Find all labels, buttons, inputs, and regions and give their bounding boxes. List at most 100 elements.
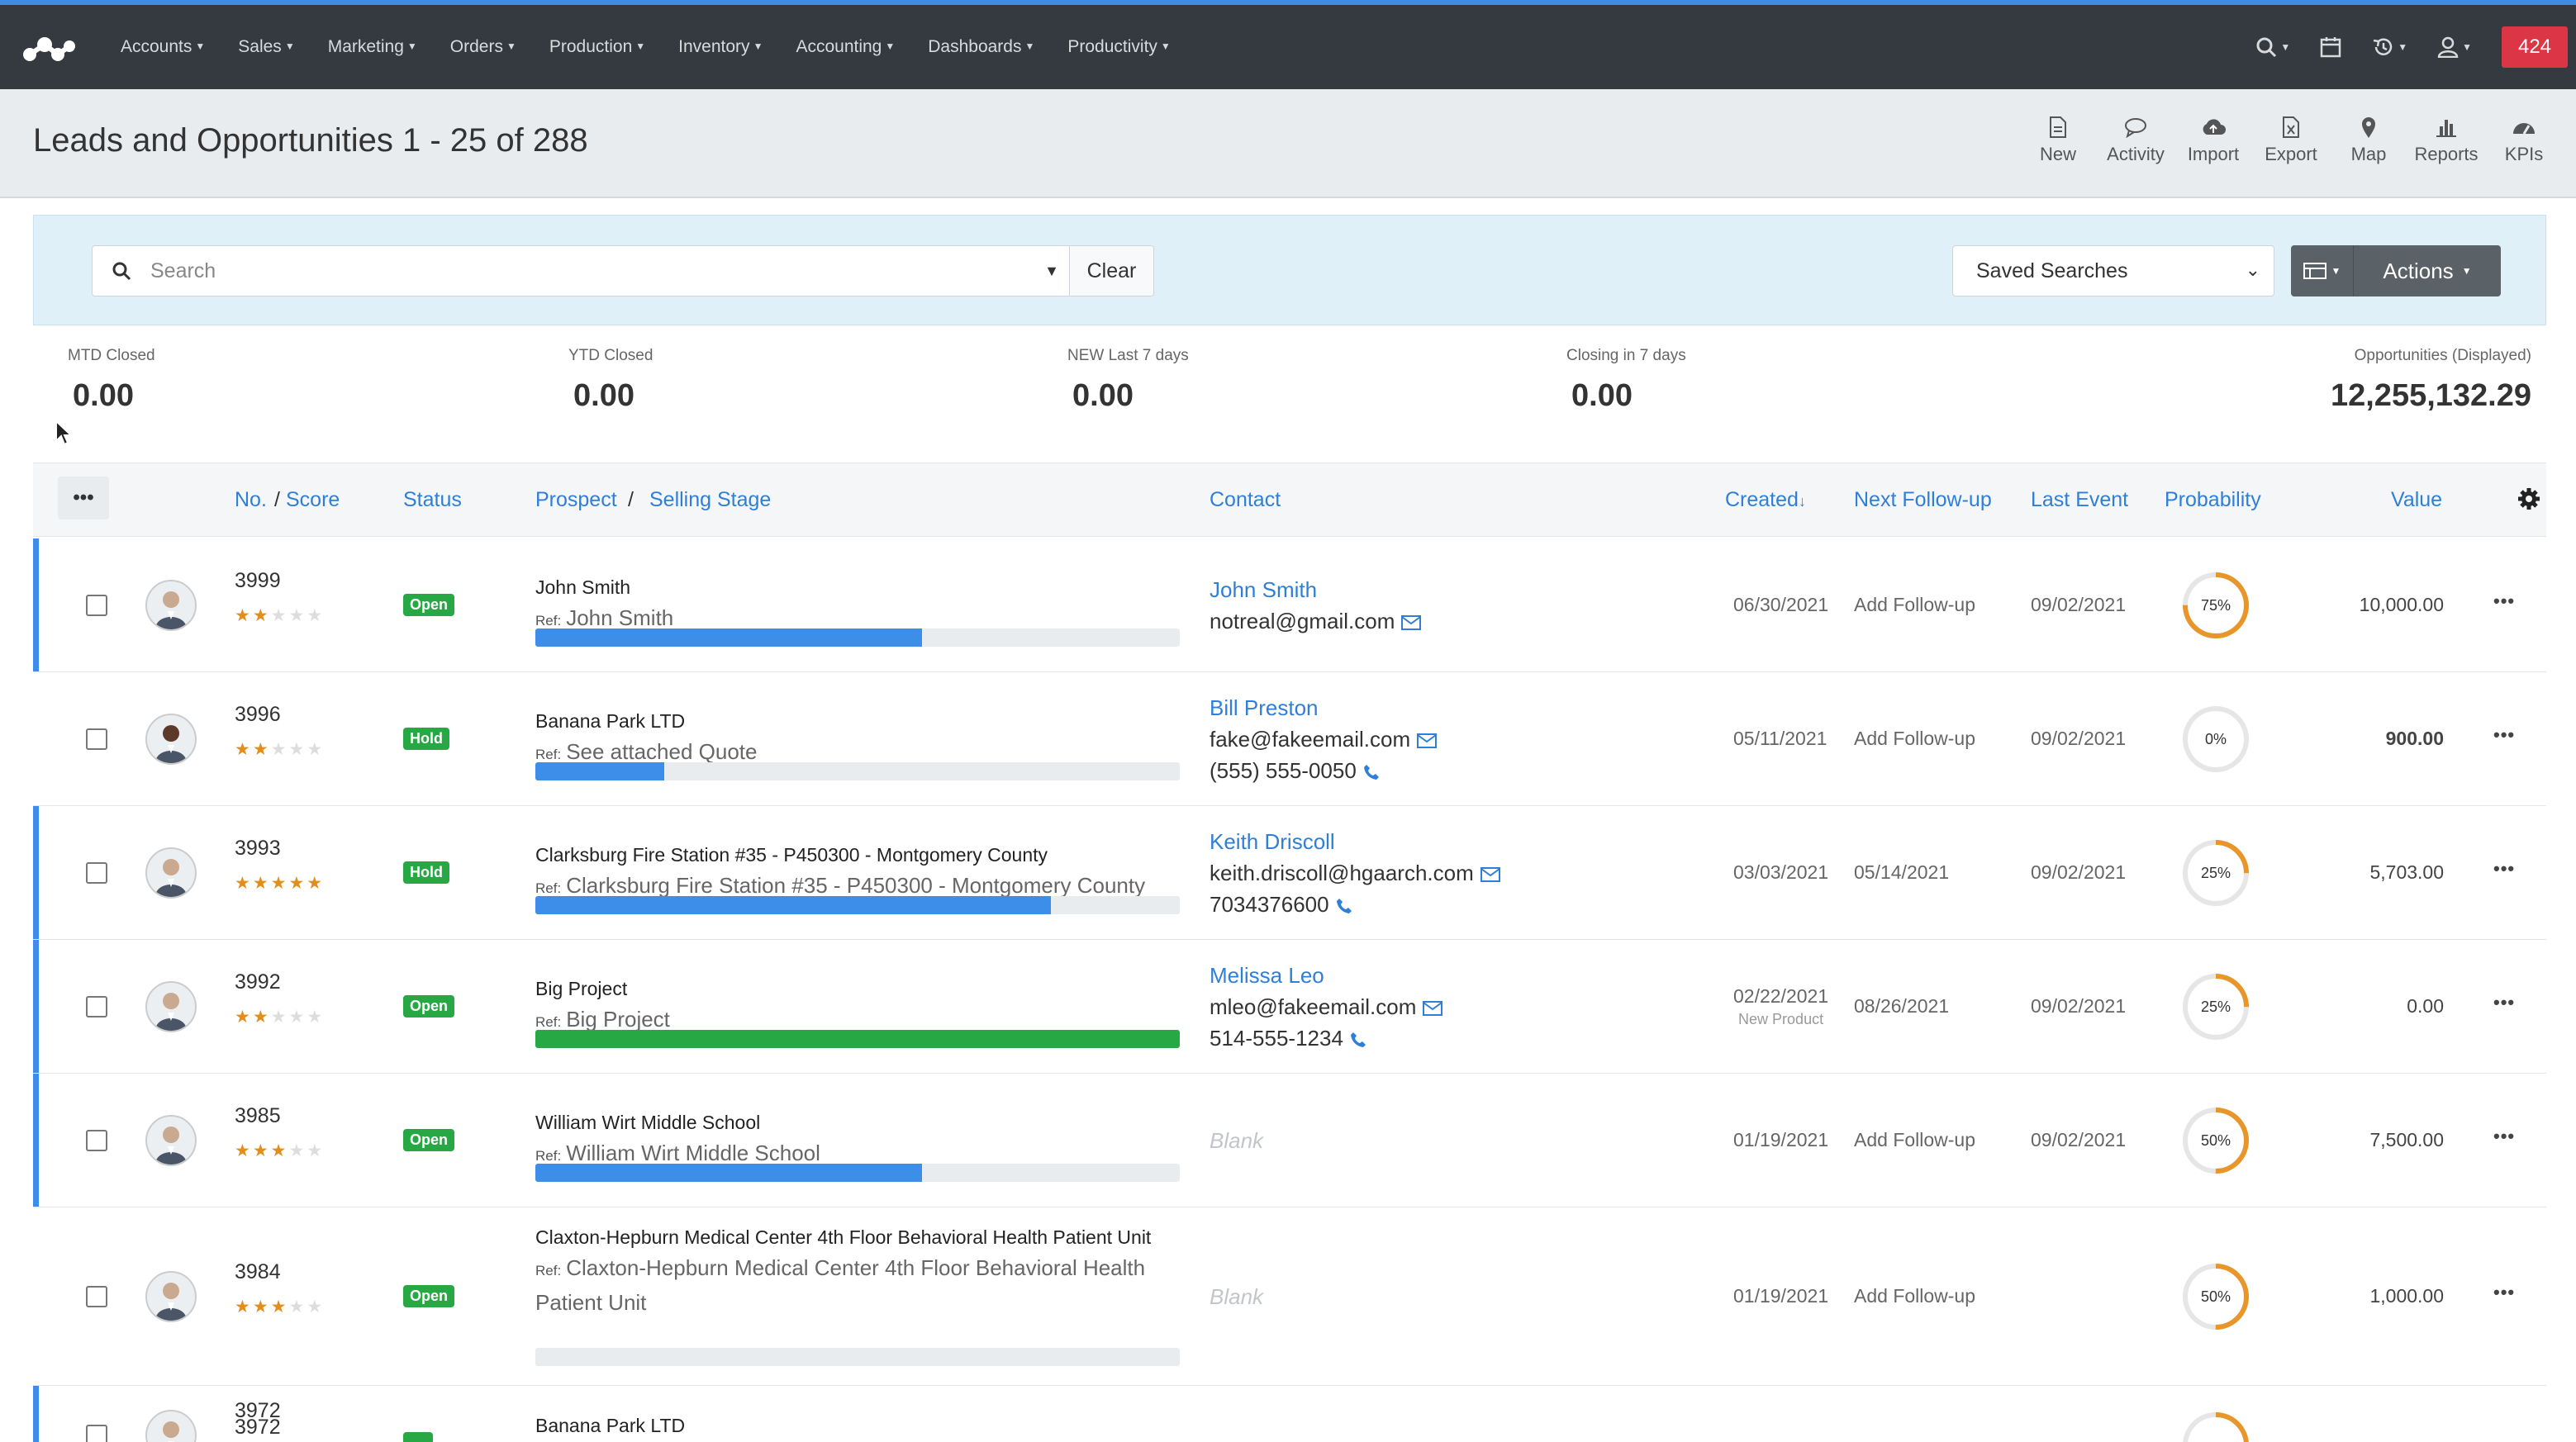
envelope-icon[interactable]: [1423, 1000, 1443, 1017]
nav-item-sales[interactable]: Sales ▼: [238, 37, 294, 57]
next-followup-cell[interactable]: 08/26/2021: [1854, 995, 1950, 1017]
prospect-name[interactable]: Banana Park LTD: [535, 1415, 686, 1436]
table-row[interactable]: 3993 ★★★★★ Hold Clarksburg Fire Station #35…: [33, 806, 2546, 940]
export-button[interactable]: Export: [2252, 111, 2330, 165]
sort-by-number[interactable]: No.: [235, 488, 267, 511]
next-followup-cell[interactable]: Add Follow-up: [1854, 728, 1976, 749]
nav-item-accounting[interactable]: Accounting ▼: [796, 37, 895, 57]
phone-text[interactable]: 7034376600: [1210, 892, 1329, 917]
contact-name[interactable]: John Smith: [1210, 577, 1318, 602]
sort-by-probability[interactable]: Probability: [2165, 488, 2261, 511]
table-row[interactable]: 3999 ★★★★★ Open John Smith Ref: John Smith Joh…: [33, 538, 2546, 672]
table-row[interactable]: 3992 ★★★★★ Open Big Project Ref: Big Project M…: [33, 940, 2546, 1074]
app-logo[interactable]: [21, 30, 76, 66]
prospect-name[interactable]: Clarksburg Fire Station #35 - P450300 - …: [535, 844, 1048, 866]
phone-icon[interactable]: [1350, 1032, 1366, 1048]
contact-name[interactable]: Keith Driscoll: [1210, 829, 1335, 854]
opportunity-number[interactable]: 3996: [235, 703, 281, 726]
row-checkbox[interactable]: [86, 862, 107, 884]
history-button[interactable]: ▼: [2371, 36, 2407, 58]
kpis-button[interactable]: KPIs: [2485, 111, 2563, 165]
prospect-name[interactable]: Big Project: [535, 978, 628, 999]
phone-text[interactable]: (555) 555-0050: [1210, 758, 1357, 783]
nav-item-orders[interactable]: Orders ▼: [450, 37, 516, 57]
sort-by-next-followup[interactable]: Next Follow-up: [1854, 488, 1992, 511]
nav-item-productivity[interactable]: Productivity ▼: [1067, 37, 1170, 57]
row-checkbox[interactable]: [86, 996, 107, 1017]
envelope-icon[interactable]: [1401, 614, 1422, 631]
email-text[interactable]: mleo@fakeemail.com: [1210, 994, 1417, 1019]
contact-name[interactable]: Bill Preston: [1210, 695, 1319, 720]
global-search-button[interactable]: ▼: [2255, 36, 2290, 58]
search-dropdown-toggle[interactable]: ▼: [1034, 246, 1069, 296]
row-actions-menu-icon[interactable]: •••: [2493, 1126, 2516, 1146]
next-followup-cell[interactable]: 05/14/2021: [1854, 861, 1950, 883]
clear-button[interactable]: Clear: [1069, 246, 1153, 296]
contact-name[interactable]: Melissa Leo: [1210, 963, 1324, 988]
notification-count-badge[interactable]: 424: [2502, 26, 2568, 68]
gear-icon[interactable]: [2517, 486, 2541, 511]
email-text[interactable]: notreal@gmail.com: [1210, 609, 1395, 633]
bulk-menu-button[interactable]: •••: [58, 477, 109, 519]
row-actions-menu-icon[interactable]: •••: [2493, 1282, 2516, 1302]
opportunity-number[interactable]: 3972: [235, 1399, 281, 1422]
new-button[interactable]: New: [2019, 111, 2097, 165]
row-actions-menu-icon[interactable]: •••: [2493, 724, 2516, 745]
table-row[interactable]: 3985 ★★★★★ Open William Wirt Middle School R…: [33, 1074, 2546, 1207]
email-text[interactable]: keith.driscoll@hgaarch.com: [1210, 861, 1474, 885]
user-menu-button[interactable]: ▼: [2437, 36, 2472, 58]
prospect-name[interactable]: John Smith: [535, 576, 631, 598]
row-checkbox[interactable]: [86, 1425, 107, 1442]
envelope-icon[interactable]: [1480, 866, 1500, 883]
table-row[interactable]: 3984 ★★★★★ Open Claxton-Hepburn Medical Cen…: [33, 1207, 2546, 1386]
phone-icon[interactable]: [1336, 898, 1352, 914]
sort-by-last-event[interactable]: Last Event: [2031, 488, 2129, 511]
table-row[interactable]: 3972 Banana Park LTD 3972: [33, 1386, 2546, 1442]
saved-searches-select[interactable]: Saved Searches ⌄: [1952, 245, 2274, 296]
sort-by-selling-stage[interactable]: Selling Stage: [649, 488, 772, 511]
next-followup-cell[interactable]: Add Follow-up: [1854, 1285, 1976, 1307]
import-button[interactable]: Import: [2174, 111, 2252, 165]
opportunity-number[interactable]: 3972: [235, 1416, 281, 1439]
search-input[interactable]: [150, 246, 1034, 296]
nav-item-dashboards[interactable]: Dashboards ▼: [928, 37, 1034, 57]
sort-by-created[interactable]: Created↓: [1725, 488, 1806, 512]
email-text[interactable]: fake@fakeemail.com: [1210, 727, 1411, 752]
prospect-name[interactable]: Banana Park LTD: [535, 710, 686, 732]
sort-by-prospect[interactable]: Prospect: [535, 488, 617, 511]
prospect-name[interactable]: Claxton-Hepburn Medical Center 4th Floor…: [535, 1226, 1152, 1248]
phone-text[interactable]: 514-555-1234: [1210, 1026, 1343, 1051]
actions-dropdown-button[interactable]: Actions ▼: [2354, 245, 2501, 296]
sort-by-score[interactable]: Score: [286, 488, 340, 511]
sort-by-contact[interactable]: Contact: [1210, 488, 1281, 511]
row-actions-menu-icon[interactable]: •••: [2493, 591, 2516, 611]
nav-item-marketing[interactable]: Marketing ▼: [328, 37, 417, 57]
table-row[interactable]: 3996 ★★★★★ Hold Banana Park LTD Ref: See atta…: [33, 672, 2546, 806]
phone-icon[interactable]: [1363, 764, 1380, 780]
contact-blank[interactable]: Blank: [1210, 1128, 1264, 1153]
row-checkbox[interactable]: [86, 595, 107, 616]
activity-button[interactable]: Activity: [2097, 111, 2174, 165]
nav-item-accounts[interactable]: Accounts ▼: [121, 37, 205, 57]
contact-blank[interactable]: Blank: [1210, 1284, 1264, 1309]
opportunity-number[interactable]: 3993: [235, 837, 281, 860]
opportunity-number[interactable]: 3992: [235, 970, 281, 994]
calendar-button[interactable]: [2320, 36, 2341, 58]
envelope-icon[interactable]: [1417, 733, 1438, 749]
nav-item-production[interactable]: Production ▼: [549, 37, 645, 57]
prospect-name[interactable]: William Wirt Middle School: [535, 1112, 761, 1133]
next-followup-cell[interactable]: Add Follow-up: [1854, 1129, 1976, 1150]
opportunity-number[interactable]: 3999: [235, 569, 281, 592]
row-actions-menu-icon[interactable]: •••: [2493, 992, 2516, 1013]
reports-button[interactable]: Reports: [2407, 111, 2485, 165]
map-button[interactable]: Map: [2330, 111, 2407, 165]
view-toggle-button[interactable]: ▼: [2291, 245, 2354, 296]
sort-by-value[interactable]: Value: [2391, 488, 2443, 511]
sort-by-status[interactable]: Status: [403, 488, 462, 511]
row-checkbox[interactable]: [86, 1286, 107, 1307]
nav-item-inventory[interactable]: Inventory ▼: [678, 37, 763, 57]
row-checkbox[interactable]: [86, 1130, 107, 1151]
next-followup-cell[interactable]: Add Follow-up: [1854, 594, 1976, 615]
row-checkbox[interactable]: [86, 728, 107, 750]
opportunity-number[interactable]: 3984: [235, 1260, 281, 1283]
